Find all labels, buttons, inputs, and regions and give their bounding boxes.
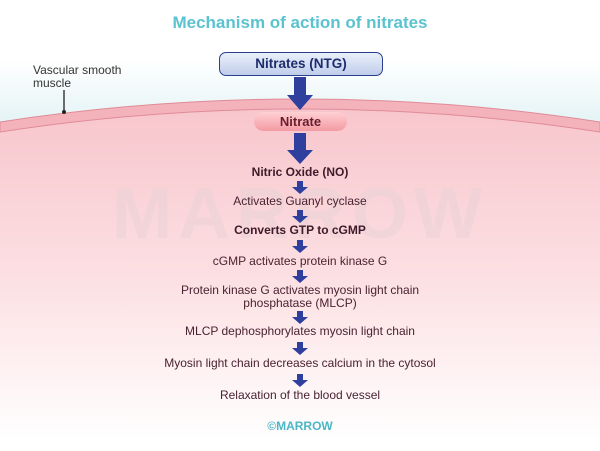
- arrow-nitrate-to-no: [287, 133, 313, 164]
- step-arrows: [292, 181, 308, 387]
- vascular-label-text: Vascular smooth muscle: [33, 63, 122, 90]
- footer-copyright: ©MARROW: [267, 419, 333, 433]
- page-title: Mechanism of action of nitrates: [172, 13, 428, 32]
- step-arrow: [292, 270, 308, 283]
- step-arrow: [292, 311, 308, 324]
- step-nitric-oxide: Nitric Oxide (NO): [251, 165, 349, 179]
- nitrates-ntg-box: Nitrates (NTG): [219, 52, 383, 76]
- step-arrow: [292, 181, 308, 194]
- step-arrow: [292, 374, 308, 387]
- step-mlcp-dephosphorylates: MLCP dephosphorylates myosin light chain: [185, 324, 415, 338]
- nitrate-membrane-pill: Nitrate: [254, 112, 347, 131]
- vascular-pointer-dot: [62, 110, 66, 114]
- step-activates-guanyl-cyclase: Activates Guanyl cyclase: [233, 194, 367, 208]
- step-pkg-activates-mlcp: Protein kinase G activates myosin light …: [180, 283, 420, 310]
- step-arrow: [292, 240, 308, 253]
- step-arrow: [292, 210, 308, 223]
- step-decreases-calcium: Myosin light chain decreases calcium in …: [164, 356, 436, 370]
- step-converts-gtp: Converts GTP to cGMP: [234, 223, 366, 237]
- arrow-ntg-to-nitrate: [287, 77, 313, 110]
- step-relaxation: Relaxation of the blood vessel: [219, 388, 381, 402]
- vascular-smooth-muscle-label: Vascular smooth muscle: [33, 64, 143, 90]
- cell-membrane: [0, 98, 600, 133]
- step-arrow: [292, 342, 308, 355]
- step-cgmp-activates-pkg: cGMP activates protein kinase G: [212, 254, 388, 268]
